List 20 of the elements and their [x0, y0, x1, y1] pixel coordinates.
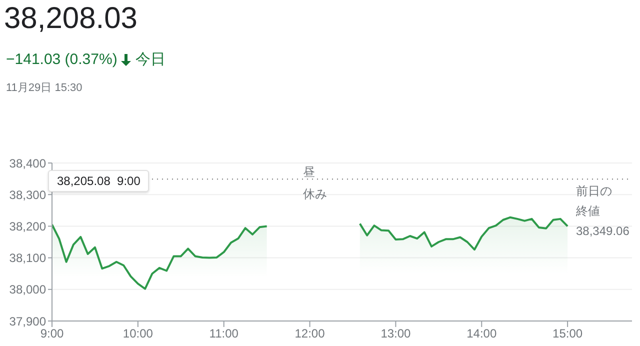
y-tick-label: 38,400 [9, 156, 46, 170]
x-tick-label: 11:00 [209, 326, 239, 341]
x-tick-label: 13:00 [380, 326, 412, 341]
x-tick-label: 14:00 [466, 326, 497, 341]
x-tick-label: 9:00 [40, 326, 64, 341]
x-tick-label: 15:00 [552, 326, 583, 341]
x-tick-label: 10:00 [122, 326, 154, 341]
text: 11月29日 15:30 [6, 81, 82, 95]
y-tick-label: 37,900 [9, 314, 46, 328]
annotation: 38,205.08 9:00 [48, 170, 150, 192]
text: 今日 [135, 50, 166, 69]
chart-subtitle: −141.03 (0.37%) [6, 51, 118, 68]
y-tick-label: 38,200 [9, 219, 46, 234]
x-tick-label: 12:00 [294, 326, 326, 341]
y-tick-label: 38,000 [9, 282, 46, 297]
chart-title: 38,208.03 [4, 2, 138, 36]
annotation: 昼休み [303, 164, 328, 203]
ref-line-label: 前日の終値38,349.06 [576, 183, 630, 240]
y-tick-label: 38,300 [9, 188, 46, 202]
y-tick-label: 38,100 [9, 251, 46, 266]
